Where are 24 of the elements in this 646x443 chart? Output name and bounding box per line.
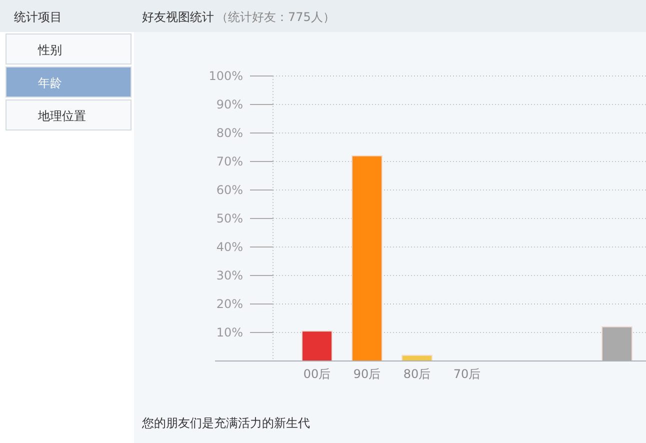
y-tick-label: 20%	[216, 297, 243, 311]
y-tick-label: 70%	[216, 154, 243, 168]
chart-title: 好友视图统计	[142, 10, 214, 24]
x-tick-label: 90后	[353, 367, 381, 381]
bar	[352, 155, 382, 362]
x-tick-label: 80后	[403, 367, 431, 381]
y-tick-label: 60%	[216, 183, 243, 197]
text: 您的朋友们是充满活力的新生代	[141, 416, 310, 430]
y-tick-label: 30%	[216, 268, 243, 282]
bar	[302, 330, 332, 362]
bar	[602, 326, 632, 362]
text: 年龄	[38, 76, 62, 90]
y-tick-label: 10%	[216, 326, 243, 340]
x-tick-label: 70后	[453, 367, 481, 381]
y-tick-label: 100%	[208, 69, 243, 83]
y-tick-label: 50%	[216, 212, 243, 226]
y-tick-label: 40%	[216, 240, 243, 254]
chart-subtitle: （统计好友：775人）	[216, 10, 335, 24]
y-tick-label: 80%	[216, 126, 243, 140]
text: 地理位置	[37, 109, 86, 123]
y-tick-label: 90%	[216, 98, 243, 112]
text: 性别	[37, 43, 62, 57]
x-tick-label: 00后	[303, 367, 331, 381]
text: 统计项目	[14, 10, 62, 24]
